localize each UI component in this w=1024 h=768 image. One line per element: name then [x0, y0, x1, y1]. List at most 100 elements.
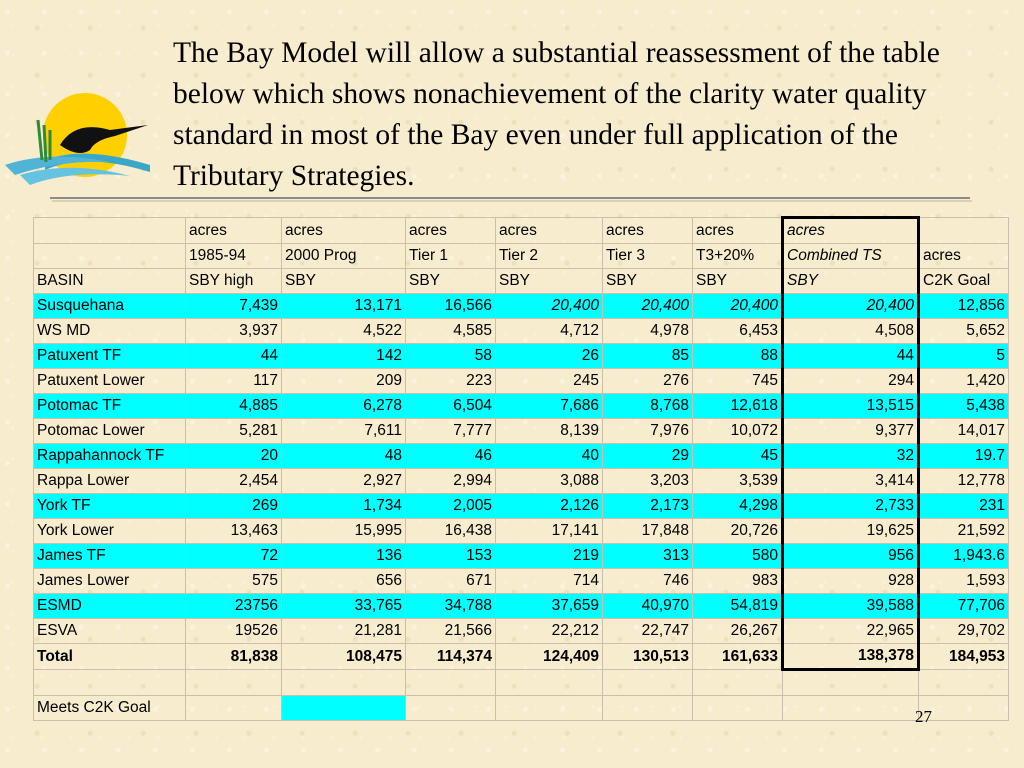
value-cell: 29: [602, 443, 693, 469]
header-cell: acres: [281, 217, 406, 244]
basin-cell: ESMD: [33, 593, 186, 619]
basin-cell: York Lower: [33, 518, 186, 544]
value-cell: 21,281: [281, 618, 406, 644]
value-cell: 88: [692, 343, 783, 369]
value-cell: 983: [692, 568, 783, 594]
value-cell: 3,539: [692, 468, 783, 494]
header-cell: 2000 Prog: [281, 243, 406, 269]
value-cell: 20,726: [692, 518, 783, 544]
value-cell: 580: [692, 543, 783, 569]
value-cell: 2,173: [602, 493, 693, 519]
value-cell: 19526: [185, 618, 282, 644]
empty-cell: [495, 695, 603, 721]
value-cell: 1,593: [918, 568, 1009, 594]
value-cell: 746: [602, 568, 693, 594]
value-cell: 2,454: [185, 468, 282, 494]
header-cell: 1985-94: [185, 243, 282, 269]
value-cell: 269: [185, 493, 282, 519]
value-cell: 7,611: [281, 418, 406, 444]
basin-cell: Patuxent Lower: [33, 368, 186, 394]
value-cell: 23756: [185, 593, 282, 619]
table-row: ESVA 19526 21,281 21,566 22,212 22,747 26,267 2…: [33, 618, 1009, 644]
header-cell: Tier 2: [495, 243, 603, 269]
value-cell: 19,625: [781, 518, 920, 544]
header-cell: [918, 217, 1009, 244]
header-cell: acres: [781, 216, 920, 244]
value-cell: 5,652: [918, 318, 1009, 344]
basin-cell: Patuxent TF: [33, 343, 186, 369]
value-cell: 85: [602, 343, 693, 369]
value-cell: 1,420: [918, 368, 1009, 394]
meets-goal-row: Meets C2K Goal: [33, 695, 1009, 721]
value-cell: 5,438: [918, 393, 1009, 419]
basin-cell: WS MD: [33, 318, 186, 344]
value-cell: 153: [405, 543, 496, 569]
header-cell: [33, 217, 186, 244]
value-cell: 29,702: [918, 618, 1009, 644]
value-cell: 714: [495, 568, 603, 594]
value-cell: 9,377: [781, 418, 920, 444]
value-cell: 2,994: [405, 468, 496, 494]
value-cell: 3,088: [495, 468, 603, 494]
total-cell: 138,378: [781, 643, 920, 671]
value-cell: 313: [602, 543, 693, 569]
basin-cell: James TF: [33, 543, 186, 569]
value-cell: 22,212: [495, 618, 603, 644]
value-cell: 4,585: [405, 318, 496, 344]
page-number: 27: [915, 707, 932, 726]
slide-heading: The Bay Model will allow a substantial r…: [173, 37, 940, 192]
value-cell: 2,733: [781, 493, 920, 519]
value-cell: 22,747: [602, 618, 693, 644]
value-cell: 54,819: [692, 593, 783, 619]
value-cell: 37,659: [495, 593, 603, 619]
value-cell: 20,400: [781, 293, 920, 319]
value-cell: 13,171: [281, 293, 406, 319]
total-label: Total: [33, 643, 186, 670]
value-cell: 928: [781, 568, 920, 594]
header-cell: T3+20%: [692, 243, 783, 269]
value-cell: 4,712: [495, 318, 603, 344]
value-cell: 44: [185, 343, 282, 369]
header-cell: acres: [692, 217, 783, 244]
value-cell: 72: [185, 543, 282, 569]
value-cell: 40,970: [602, 593, 693, 619]
value-cell: 17,848: [602, 518, 693, 544]
empty-cell: [692, 669, 783, 696]
basin-cell: Potomac Lower: [33, 418, 186, 444]
meets-goal-marker: [281, 695, 406, 721]
empty-cell: [185, 669, 282, 696]
header-cell: SBY: [495, 268, 603, 294]
value-cell: 7,686: [495, 393, 603, 419]
basin-cell: Susquehana: [33, 293, 186, 319]
value-cell: 3,203: [602, 468, 693, 494]
value-cell: 33,765: [281, 593, 406, 619]
basin-cell: Rappahannock TF: [33, 443, 186, 469]
table-row: Patuxent TF 44 142 58 26 85 88 44 5: [33, 343, 1009, 369]
total-cell: 130,513: [602, 643, 693, 670]
value-cell: 1,734: [281, 493, 406, 519]
value-cell: 21,592: [918, 518, 1009, 544]
empty-cell: [602, 695, 693, 721]
header-cell: [33, 243, 186, 269]
table-row: James TF 72 136 153 219 313 580 956 1,943.6: [33, 543, 1009, 569]
value-cell: 22,965: [781, 618, 920, 644]
value-cell: 26: [495, 343, 603, 369]
value-cell: 142: [281, 343, 406, 369]
divider-shadow: [52, 200, 972, 202]
value-cell: 7,777: [405, 418, 496, 444]
value-cell: 12,856: [918, 293, 1009, 319]
value-cell: 21,566: [405, 618, 496, 644]
value-cell: 245: [495, 368, 603, 394]
value-cell: 5: [918, 343, 1009, 369]
header-cell: SBY: [602, 268, 693, 294]
value-cell: 1,943.6: [918, 543, 1009, 569]
value-cell: 8,768: [602, 393, 693, 419]
value-cell: 58: [405, 343, 496, 369]
value-cell: 46: [405, 443, 496, 469]
header-cell: acres: [185, 217, 282, 244]
value-cell: 17,141: [495, 518, 603, 544]
header-row: acres acres acres acres acres acres acres: [33, 216, 1009, 244]
value-cell: 6,504: [405, 393, 496, 419]
value-cell: 745: [692, 368, 783, 394]
value-cell: 20,400: [602, 293, 693, 319]
